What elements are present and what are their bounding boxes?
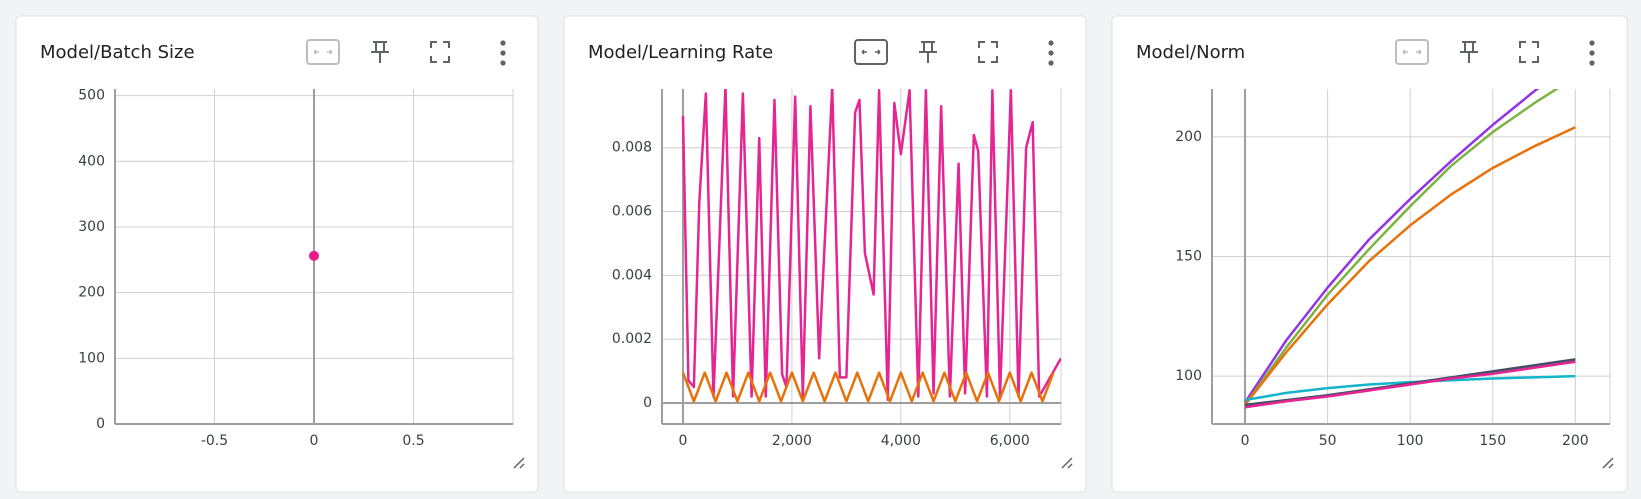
fullscreen-button[interactable] <box>1519 41 1539 63</box>
icon <box>1460 41 1478 63</box>
more-menu-button[interactable] <box>500 40 506 66</box>
icon <box>1519 41 1539 63</box>
fit-domain-button[interactable] <box>306 39 340 65</box>
resize-handle[interactable] <box>1602 457 1614 469</box>
y-tick-label: 0 <box>643 395 652 411</box>
fit-domain-button[interactable] <box>854 39 888 65</box>
card-title: Model/Learning Rate <box>588 42 773 63</box>
icon <box>861 49 881 55</box>
y-tick-label: 0 <box>96 416 105 432</box>
icon <box>1048 40 1054 46</box>
y-tick-label: 200 <box>78 285 105 301</box>
more-menu-button[interactable] <box>1048 40 1054 66</box>
icon <box>1589 40 1595 46</box>
pin-button[interactable] <box>1460 41 1478 63</box>
fullscreen-button[interactable] <box>978 41 998 63</box>
y-tick-label: 100 <box>1175 368 1202 384</box>
plot-area <box>309 250 319 261</box>
y-tick-label: 150 <box>1175 249 1202 265</box>
icon <box>1589 50 1595 56</box>
icon <box>919 41 937 63</box>
series-line <box>1243 89 1540 404</box>
icon <box>313 49 333 55</box>
card: Model/Learning Rate 0 0.002 0.004 0.006 0.008… <box>563 15 1087 493</box>
plot-area <box>1243 89 1576 409</box>
x-tick-label: 6,000 <box>990 433 1030 449</box>
card-title: Model/Batch Size <box>40 42 195 63</box>
icon <box>1048 60 1054 66</box>
series-line <box>681 89 1061 401</box>
series-line <box>1244 89 1559 406</box>
pin-button[interactable] <box>919 41 937 63</box>
x-tick-label: 4,000 <box>881 433 921 449</box>
y-tick-label: 0.004 <box>612 267 652 283</box>
x-tick-label: 50 <box>1319 433 1337 449</box>
x-tick-label: 200 <box>1562 433 1589 449</box>
x-tick-label: 0 <box>1241 433 1250 449</box>
resize-handle[interactable] <box>513 457 525 469</box>
icon <box>1402 49 1422 55</box>
pin-button[interactable] <box>371 41 389 63</box>
card-background <box>15 15 539 493</box>
y-tick-label: 0.002 <box>612 331 652 347</box>
series-line <box>1244 360 1576 409</box>
icon <box>306 39 340 65</box>
icon <box>1589 60 1595 66</box>
plot-area <box>681 89 1061 403</box>
resize-handle[interactable] <box>1061 457 1073 469</box>
more-menu-button[interactable] <box>1589 40 1595 66</box>
x-tick-label: 150 <box>1479 433 1506 449</box>
y-tick-label: 0.008 <box>612 140 652 156</box>
icon <box>978 41 998 63</box>
icon <box>1395 39 1429 65</box>
card: Model/Norm 100 150 200 0 50 100 150 200 <box>1111 15 1628 493</box>
y-tick-label: 100 <box>78 350 105 366</box>
y-tick-label: 400 <box>78 153 105 169</box>
x-tick-label: -0.5 <box>201 433 228 449</box>
icon <box>371 41 389 63</box>
icon <box>430 41 450 63</box>
y-tick-label: 500 <box>78 88 105 104</box>
x-tick-label: 0.5 <box>402 433 424 449</box>
fullscreen-button[interactable] <box>430 41 450 63</box>
series-line <box>1244 126 1576 406</box>
icon <box>500 60 506 66</box>
point <box>309 250 319 261</box>
x-tick-label: 2,000 <box>772 433 812 449</box>
card-title: Model/Norm <box>1136 42 1245 63</box>
y-tick-label: 200 <box>1175 129 1202 145</box>
fit-domain-button[interactable] <box>1395 39 1429 65</box>
series-line <box>681 371 1055 403</box>
icon <box>500 50 506 56</box>
x-tick-label: 100 <box>1397 433 1424 449</box>
card: Model/Batch Size 0 100 200 300 400 500 -0.5 0 0.5 <box>15 15 539 493</box>
x-tick-label: 0 <box>679 433 688 449</box>
y-tick-label: 0.006 <box>612 204 652 220</box>
y-tick-label: 300 <box>78 219 105 235</box>
icon <box>854 39 888 65</box>
icon <box>500 40 506 46</box>
x-tick-label: 0 <box>310 433 319 449</box>
icon <box>1048 50 1054 56</box>
